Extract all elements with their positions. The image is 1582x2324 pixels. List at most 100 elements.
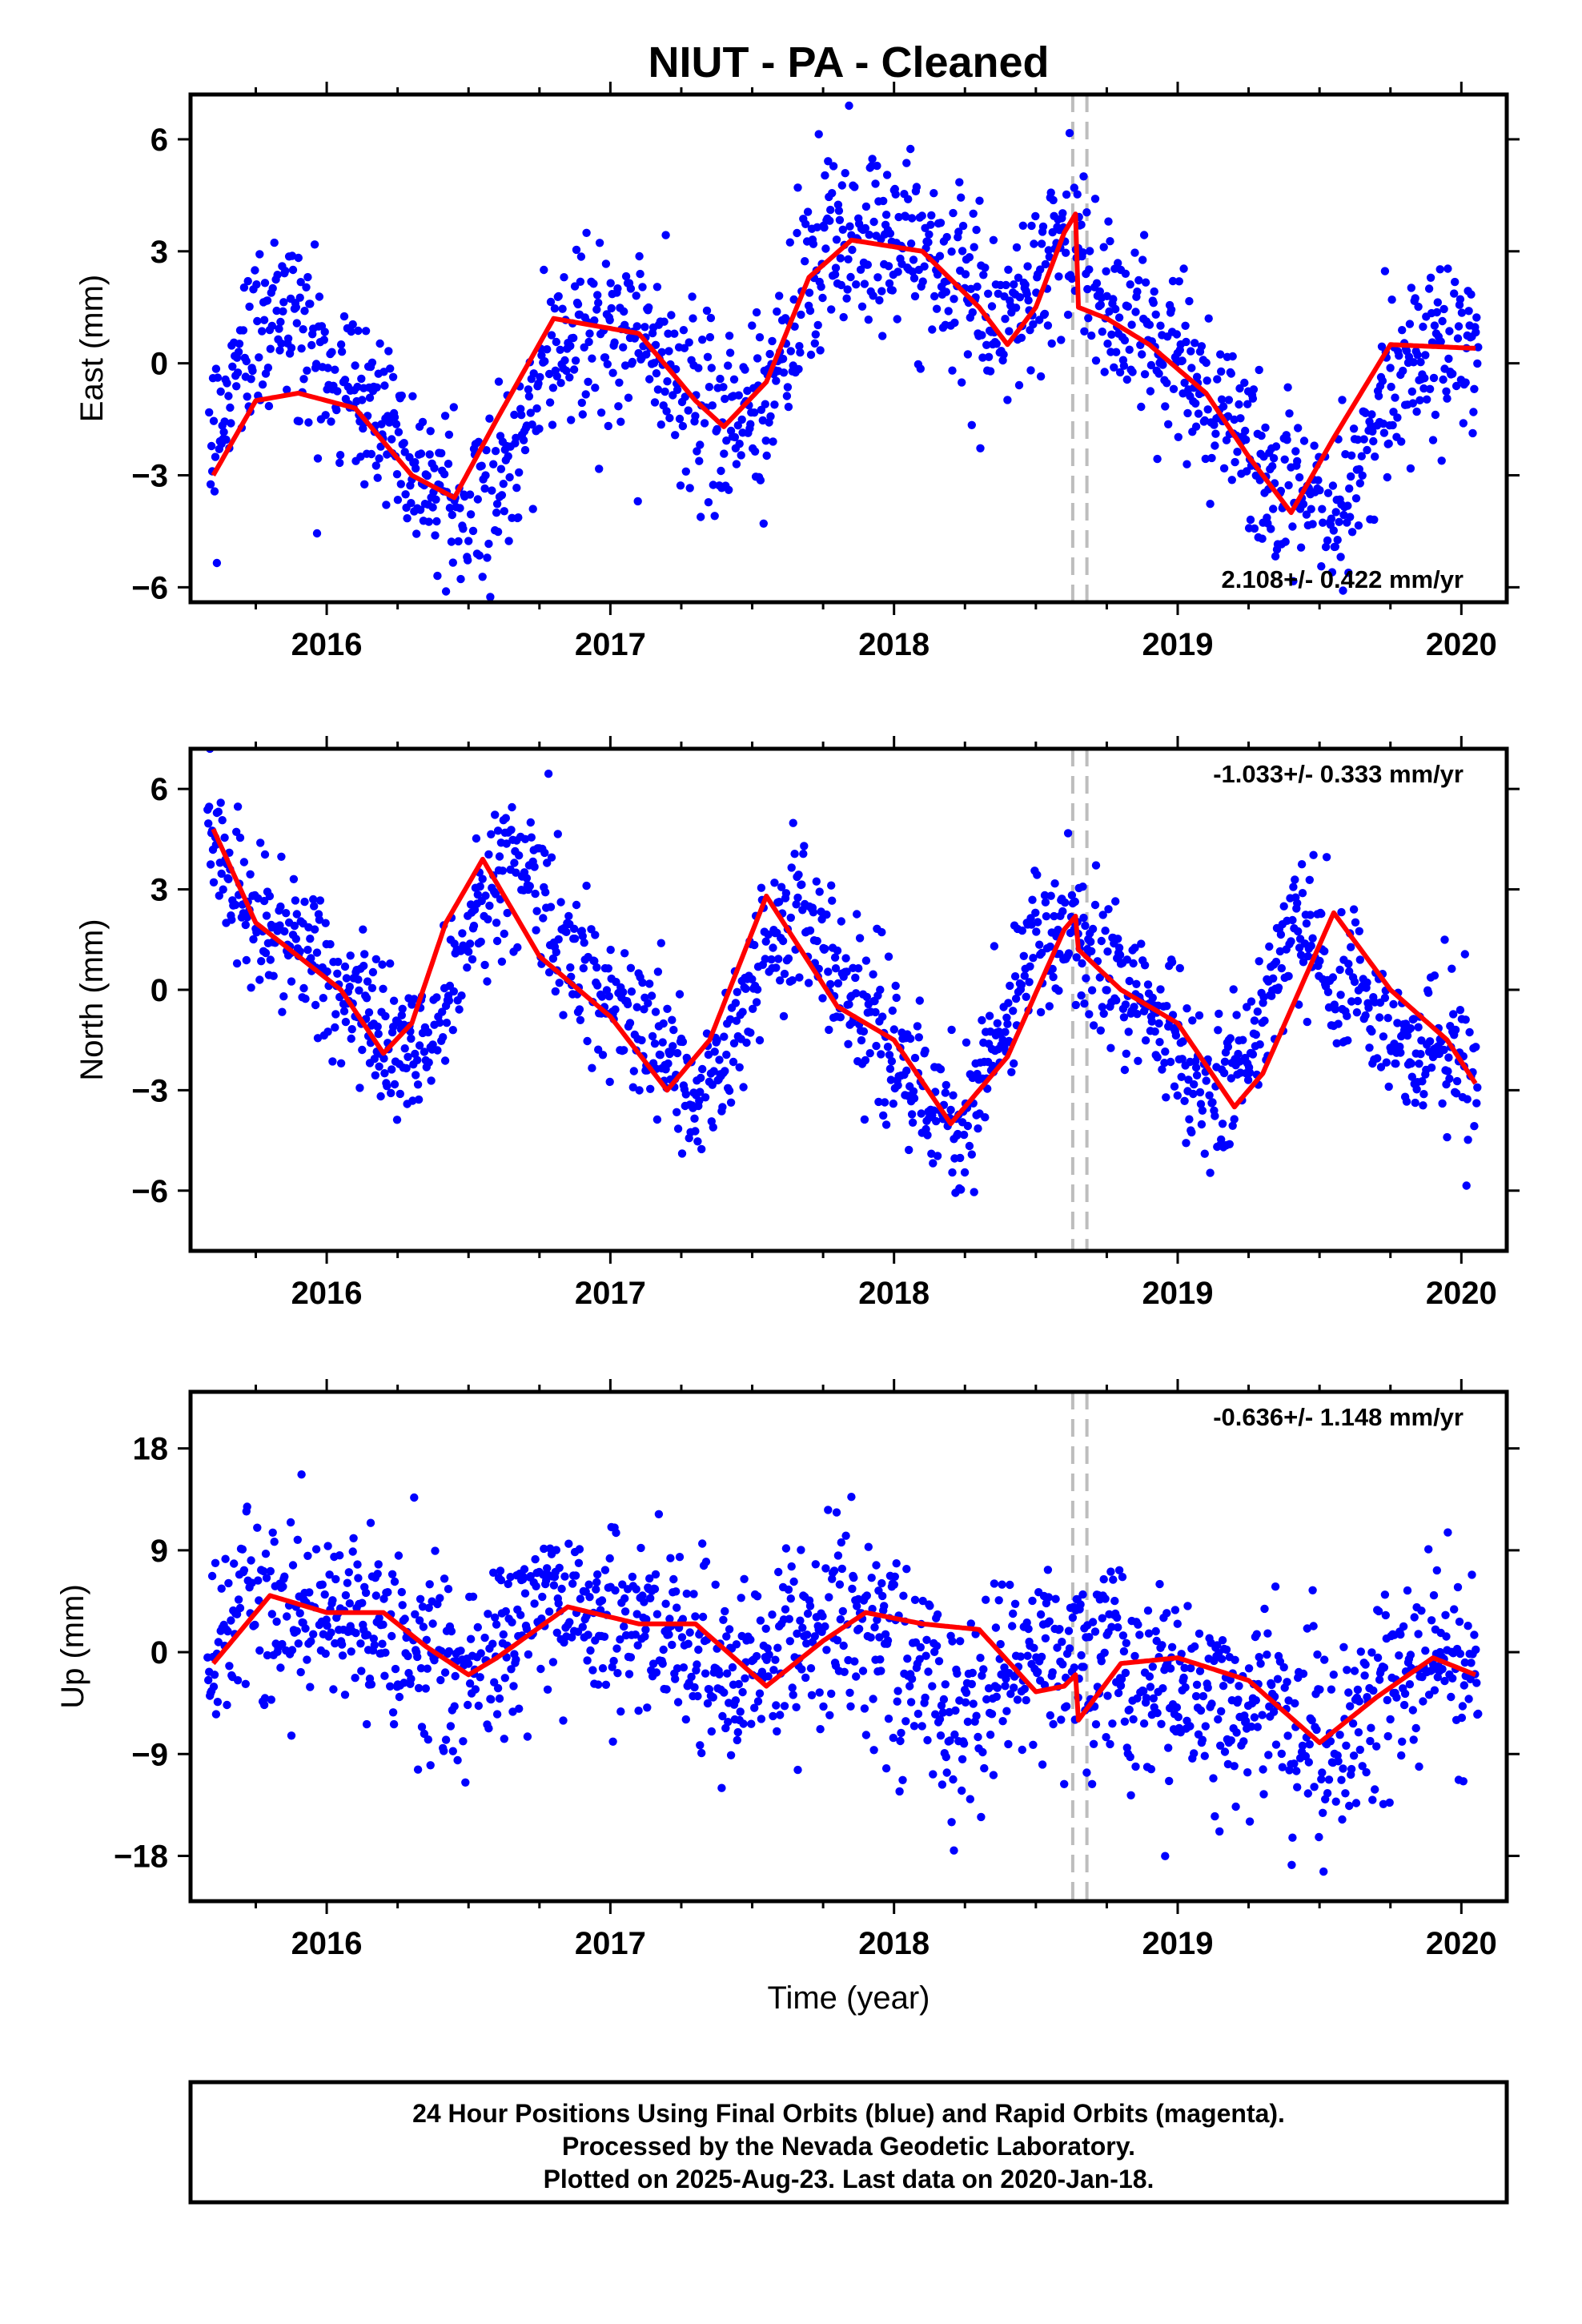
- north-position-point: [390, 1080, 400, 1089]
- east-y-tick-label: 3: [151, 235, 168, 270]
- north-position-point: [962, 1038, 971, 1047]
- up-position-point: [750, 1703, 759, 1712]
- east-position-point: [577, 398, 586, 408]
- north-position-point: [1177, 1072, 1186, 1082]
- north-position-point: [645, 979, 654, 988]
- up-position-point: [1078, 1590, 1087, 1599]
- up-position-point: [825, 1711, 834, 1719]
- up-position-point: [1064, 1626, 1074, 1635]
- north-position-point: [1323, 987, 1333, 997]
- up-position-point: [1259, 1790, 1268, 1799]
- east-position-point: [1379, 419, 1388, 428]
- north-position-point: [1034, 918, 1042, 927]
- north-position-point: [424, 1058, 433, 1067]
- north-position-point: [539, 914, 548, 923]
- north-position-point: [697, 1073, 705, 1083]
- east-position-point: [1268, 462, 1277, 471]
- east-position-point: [616, 417, 625, 426]
- east-position-point: [806, 350, 816, 360]
- east-position-point: [705, 383, 714, 392]
- up-position-point: [1114, 1688, 1123, 1698]
- up-position-point: [331, 1638, 339, 1648]
- east-position-point: [871, 179, 880, 188]
- east-position-point: [770, 400, 779, 409]
- up-position-point: [592, 1585, 600, 1594]
- north-position-point: [949, 1091, 958, 1100]
- east-position-point: [619, 343, 628, 352]
- east-position-point: [1412, 407, 1421, 416]
- up-y-axis-label: Up (mm): [55, 1584, 90, 1709]
- north-position-point: [1409, 1015, 1418, 1023]
- up-position-point: [899, 1591, 908, 1600]
- up-position-point: [1379, 1663, 1389, 1672]
- east-position-point: [562, 366, 571, 376]
- up-position-point: [259, 1700, 269, 1710]
- north-position-point: [738, 1007, 747, 1016]
- up-position-point: [1170, 1606, 1180, 1614]
- east-position-point: [1310, 441, 1319, 450]
- east-position-point: [432, 495, 440, 504]
- up-position-point: [958, 1786, 966, 1795]
- up-position-point: [1367, 1648, 1376, 1657]
- up-position-point: [1125, 1705, 1134, 1715]
- up-position-point: [1230, 1762, 1239, 1771]
- north-position-point: [433, 1046, 442, 1055]
- north-position-point: [1302, 919, 1311, 928]
- east-position-point: [698, 336, 707, 344]
- up-position-point: [1310, 1783, 1319, 1791]
- north-position-point: [978, 1015, 986, 1025]
- east-position-point: [235, 340, 244, 348]
- east-position-point: [473, 495, 482, 504]
- up-position-point: [1079, 1663, 1088, 1671]
- north-position-point: [663, 1004, 672, 1014]
- up-position-point: [1214, 1715, 1223, 1724]
- north-position-point: [414, 1095, 424, 1104]
- east-position-point: [681, 392, 689, 401]
- up-position-point: [1155, 1579, 1164, 1589]
- north-position-point: [749, 1004, 757, 1014]
- north-position-point: [698, 1064, 707, 1074]
- north-position-point: [827, 881, 836, 890]
- north-position-point: [881, 1120, 891, 1129]
- east-position-point: [1169, 384, 1178, 393]
- up-position-point: [507, 1665, 516, 1674]
- north-position-point: [1293, 899, 1302, 908]
- north-position-point: [1004, 999, 1013, 1007]
- up-position-point: [327, 1628, 335, 1637]
- east-position-point: [207, 441, 216, 451]
- up-position-point: [1190, 1749, 1199, 1758]
- north-position-point: [334, 957, 343, 967]
- north-position-point: [659, 1019, 668, 1028]
- up-position-point: [537, 1614, 546, 1623]
- up-position-point: [1195, 1667, 1205, 1675]
- up-position-point: [918, 1596, 927, 1606]
- east-position-point: [1233, 448, 1242, 456]
- up-position-point: [821, 1622, 829, 1631]
- east-position-point: [453, 607, 461, 615]
- up-position-point: [531, 1554, 540, 1564]
- east-position-point: [766, 412, 775, 421]
- north-position-point: [556, 898, 565, 907]
- north-position-point: [1373, 1054, 1382, 1063]
- east-position-point: [1146, 387, 1155, 396]
- up-position-point: [1055, 1625, 1064, 1634]
- east-position-point: [987, 302, 997, 311]
- up-position-point: [651, 1570, 661, 1579]
- east-position-point: [224, 392, 233, 400]
- up-position-point: [548, 1658, 558, 1667]
- up-position-point: [1392, 1693, 1401, 1702]
- east-position-point: [1295, 472, 1304, 482]
- up-position-point: [1172, 1703, 1182, 1712]
- up-position-point: [373, 1570, 382, 1578]
- east-position-point: [694, 364, 703, 372]
- north-position-point: [932, 1116, 941, 1126]
- east-position-point: [251, 266, 259, 275]
- up-position-point: [1278, 1763, 1287, 1771]
- north-position-point: [408, 1096, 417, 1105]
- east-position-point: [756, 476, 765, 485]
- north-position-point: [646, 1084, 655, 1094]
- east-position-point: [397, 391, 406, 400]
- east-position-point: [1336, 553, 1345, 561]
- up-position-point: [634, 1707, 643, 1715]
- up-position-point: [1135, 1630, 1144, 1639]
